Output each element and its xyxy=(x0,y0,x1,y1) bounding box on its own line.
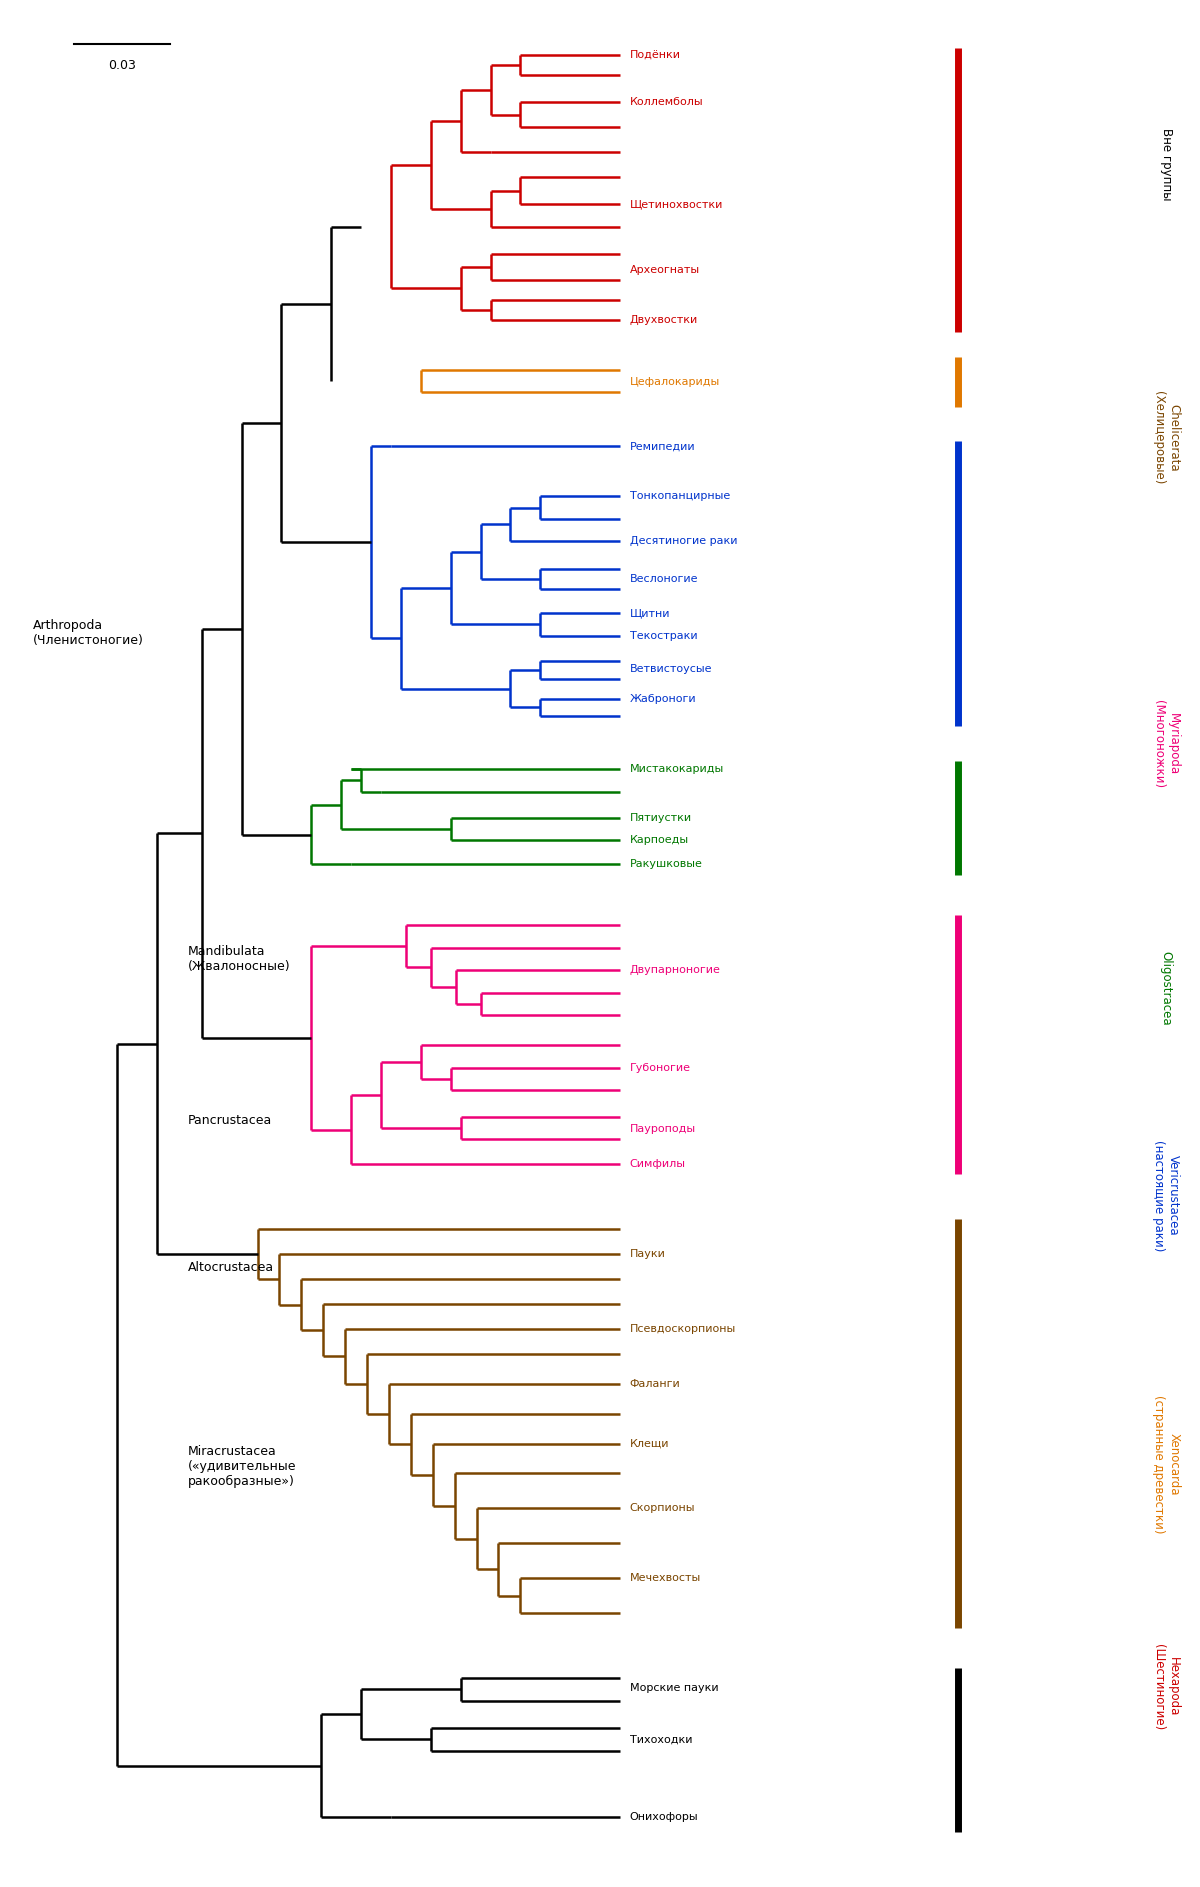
Text: Тонкопанцирные: Тонкопанцирные xyxy=(630,491,730,502)
Text: Chelicerata
(Хелицеровые): Chelicerata (Хелицеровые) xyxy=(1152,391,1180,485)
Text: Miracrustacea
(«удивительные
ракообразные»): Miracrustacea («удивительные ракообразны… xyxy=(188,1445,296,1489)
Text: Тихоходки: Тихоходки xyxy=(630,1734,692,1745)
Text: Pancrustacea: Pancrustacea xyxy=(188,1113,272,1127)
Text: Губоногие: Губоногие xyxy=(630,1062,691,1072)
Text: Вне группы: Вне группы xyxy=(1159,128,1172,200)
Text: Скорпионы: Скорпионы xyxy=(630,1504,695,1513)
Text: Xenocarda
(странные древестки): Xenocarda (странные древестки) xyxy=(1152,1394,1180,1534)
Text: Веслоногие: Веслоногие xyxy=(630,574,698,585)
Text: Десятиногие раки: Десятиногие раки xyxy=(630,536,737,545)
Text: Мечехвосты: Мечехвосты xyxy=(630,1574,701,1583)
Text: Пауки: Пауки xyxy=(630,1249,666,1259)
Text: Myriapoda
(Многоножки): Myriapoda (Многоножки) xyxy=(1152,700,1180,789)
Text: Двупарноногие: Двупарноногие xyxy=(630,964,721,976)
Text: Oligostracea: Oligostracea xyxy=(1159,951,1172,1027)
Text: Карпоеды: Карпоеды xyxy=(630,836,689,845)
Text: Фаланги: Фаланги xyxy=(630,1379,680,1389)
Text: Археогнаты: Археогнаты xyxy=(630,264,700,276)
Text: Мистакокариды: Мистакокариды xyxy=(630,764,724,774)
Text: Пауроподы: Пауроподы xyxy=(630,1125,696,1134)
Text: Щитни: Щитни xyxy=(630,608,671,617)
Text: Онихофоры: Онихофоры xyxy=(630,1812,698,1823)
Text: Коллемболы: Коллемболы xyxy=(630,98,703,108)
Text: Altocrustacea: Altocrustacea xyxy=(188,1261,274,1274)
Text: 0.03: 0.03 xyxy=(108,58,136,72)
Text: Морские пауки: Морские пауки xyxy=(630,1683,719,1693)
Text: Жаброноги: Жаброноги xyxy=(630,694,696,704)
Text: Mandibulata
(Жвалоносные): Mandibulata (Жвалоносные) xyxy=(188,945,290,972)
Text: Клещи: Клещи xyxy=(630,1438,670,1449)
Text: Пятиустки: Пятиустки xyxy=(630,813,692,823)
Text: Псевдоскорпионы: Псевдоскорпионы xyxy=(630,1325,736,1334)
Text: Arthropoda
(Членистоногие): Arthropoda (Членистоногие) xyxy=(32,619,144,647)
Text: Ветвистоусые: Ветвистоусые xyxy=(630,664,713,674)
Text: Текостраки: Текостраки xyxy=(630,630,697,642)
Text: Vericrustacea
(настоящие раки): Vericrustacea (настоящие раки) xyxy=(1152,1140,1180,1251)
Text: Ремипедии: Ремипедии xyxy=(630,442,696,451)
Text: Подёнки: Подёнки xyxy=(630,49,680,60)
Text: Hexapoda
(Шестиногие): Hexapoda (Шестиногие) xyxy=(1152,1644,1180,1730)
Text: Симфилы: Симфилы xyxy=(630,1159,686,1170)
Text: Щетинохвостки: Щетинохвостки xyxy=(630,200,724,209)
Text: Ракушковые: Ракушковые xyxy=(630,859,703,870)
Text: Цефалокариды: Цефалокариды xyxy=(630,377,720,387)
Text: Двухвостки: Двухвостки xyxy=(630,315,698,325)
